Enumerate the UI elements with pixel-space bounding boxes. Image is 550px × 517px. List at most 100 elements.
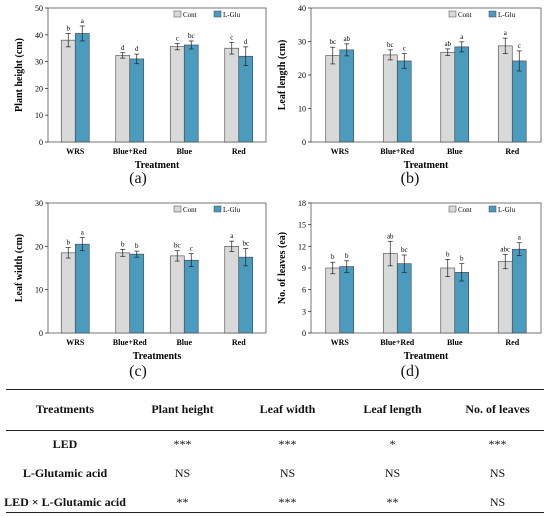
bar-cont bbox=[382, 54, 398, 143]
bar-lglu bbox=[74, 243, 90, 334]
bar-lglu bbox=[339, 266, 355, 334]
table-header-rule bbox=[6, 430, 544, 431]
bar-lglu bbox=[129, 253, 145, 334]
x-tick-label: Blue+Red bbox=[380, 338, 414, 347]
legend-swatch bbox=[213, 10, 222, 18]
bar-cont bbox=[440, 51, 456, 143]
significance-letter: d bbox=[135, 45, 139, 53]
table-cell: *** bbox=[173, 437, 192, 451]
table-row-label: L-Glutamic acid bbox=[22, 466, 108, 480]
significance-letter: d bbox=[121, 44, 125, 52]
significance-letter: bc bbox=[329, 38, 336, 46]
bar-lglu bbox=[183, 44, 199, 143]
x-axis-label: Treatment bbox=[404, 160, 449, 171]
y-tick-label: 30 bbox=[298, 38, 306, 47]
chart-panel-d: 0 3 6 9 12 15 18 No. of leaves (ea) b b WRS ab bc Blu… bbox=[275, 195, 550, 385]
significance-letter: b bbox=[331, 253, 335, 261]
table-bottom-rule bbox=[6, 512, 544, 513]
bar-lglu bbox=[74, 33, 90, 143]
y-tick-label: 9 bbox=[302, 264, 306, 273]
legend-swatch bbox=[173, 205, 182, 213]
y-tick-label: 12 bbox=[298, 242, 306, 251]
x-axis-label: Treatment bbox=[404, 351, 449, 362]
significance-letter: bc bbox=[387, 41, 394, 49]
chart-panel-c: 0 10 20 30 Leaf width (cm) b a WRS b b Blue+Red bc c… bbox=[0, 195, 275, 385]
y-axis-label: No. of leaves (ea) bbox=[277, 232, 288, 304]
bar-cont bbox=[115, 55, 131, 143]
y-tick-label: 20 bbox=[35, 242, 43, 251]
legend-label: Cont bbox=[458, 206, 472, 214]
table-cell: ** bbox=[176, 495, 189, 509]
legend-label: Cont bbox=[458, 11, 472, 19]
bar-cont bbox=[60, 252, 76, 334]
legend-swatch bbox=[488, 10, 497, 18]
significance-letter: c bbox=[230, 33, 233, 41]
bar-lglu bbox=[511, 60, 527, 143]
x-tick-label: Blue+Red bbox=[113, 338, 147, 347]
table-cell: *** bbox=[488, 437, 507, 451]
significance-letter: ab bbox=[444, 40, 451, 48]
y-tick-label: 10 bbox=[35, 111, 43, 120]
bar-cont bbox=[497, 45, 513, 143]
significance-letter: ab bbox=[343, 35, 350, 43]
table-row-label: LED × L-Glutamic acid bbox=[4, 495, 126, 509]
table-row: LED × L-Glutamic acid ** *** ** NS bbox=[0, 488, 550, 517]
plot-frame bbox=[47, 7, 267, 143]
y-tick-label: 30 bbox=[35, 199, 43, 208]
significance-letter: c bbox=[176, 34, 179, 42]
chart-panel-b: 0 10 20 30 40 Leaf length (cm) bc ab WRS bc c Blue+… bbox=[275, 0, 550, 195]
bar-lglu bbox=[396, 60, 412, 143]
significance-letter: a bbox=[460, 33, 464, 41]
table-cell: * bbox=[389, 437, 396, 451]
x-tick-label: Blue bbox=[447, 338, 463, 347]
x-axis-label: Treatments bbox=[133, 351, 182, 362]
y-tick-label: 3 bbox=[302, 307, 306, 316]
significance-letter: b bbox=[345, 252, 349, 260]
y-tick-label: 0 bbox=[302, 329, 306, 338]
legend-swatch bbox=[173, 10, 182, 18]
y-tick-label: 40 bbox=[35, 31, 43, 40]
significance-letter: b bbox=[446, 250, 450, 258]
significance-letter: a bbox=[504, 29, 508, 37]
table-header: Treatments bbox=[35, 401, 95, 416]
chart-c: 0 10 20 30 Leaf width (cm) b a WRS b b Blue+Red bc c… bbox=[14, 199, 267, 362]
legend-swatch bbox=[213, 205, 222, 213]
significance-letter: b bbox=[67, 24, 71, 32]
legend-label: L-Glu bbox=[498, 206, 516, 214]
y-tick-label: 18 bbox=[298, 199, 306, 208]
bar-cont bbox=[497, 261, 513, 334]
x-axis-label: Treatment bbox=[135, 160, 180, 171]
bar-lglu bbox=[129, 58, 145, 143]
y-tick-label: 0 bbox=[302, 138, 306, 147]
significance-letter: b bbox=[67, 239, 71, 247]
x-tick-label: Blue bbox=[176, 147, 192, 156]
x-tick-label: Blue+Red bbox=[380, 147, 414, 156]
bar-cont bbox=[224, 246, 240, 334]
x-tick-label: Blue bbox=[176, 338, 192, 347]
significance-letter: b bbox=[121, 240, 125, 248]
table-cell: NS bbox=[489, 495, 506, 509]
bar-cont bbox=[60, 39, 76, 143]
table-header: Plant height bbox=[151, 401, 214, 416]
y-tick-label: 20 bbox=[35, 84, 43, 93]
y-tick-label: 10 bbox=[298, 105, 306, 114]
legend-label: Cont bbox=[183, 11, 197, 19]
table-row: LED *** *** * *** bbox=[0, 430, 550, 459]
table-header: Leaf length bbox=[363, 401, 422, 416]
significance-letter: bc bbox=[188, 32, 195, 40]
x-tick-label: Blue bbox=[447, 147, 463, 156]
significance-letter: a bbox=[81, 229, 85, 237]
bar-cont bbox=[115, 252, 131, 334]
legend-swatch bbox=[448, 205, 457, 213]
panel-label-d: (d) bbox=[400, 363, 420, 380]
y-tick-label: 0 bbox=[39, 329, 43, 338]
table-cell: NS bbox=[489, 466, 506, 480]
bar-cont bbox=[325, 267, 341, 334]
y-tick-label: 15 bbox=[298, 221, 306, 230]
significance-letter: bc bbox=[242, 240, 249, 248]
x-tick-label: WRS bbox=[66, 338, 85, 347]
y-tick-label: 50 bbox=[35, 4, 43, 13]
significance-letter: a bbox=[518, 234, 522, 242]
